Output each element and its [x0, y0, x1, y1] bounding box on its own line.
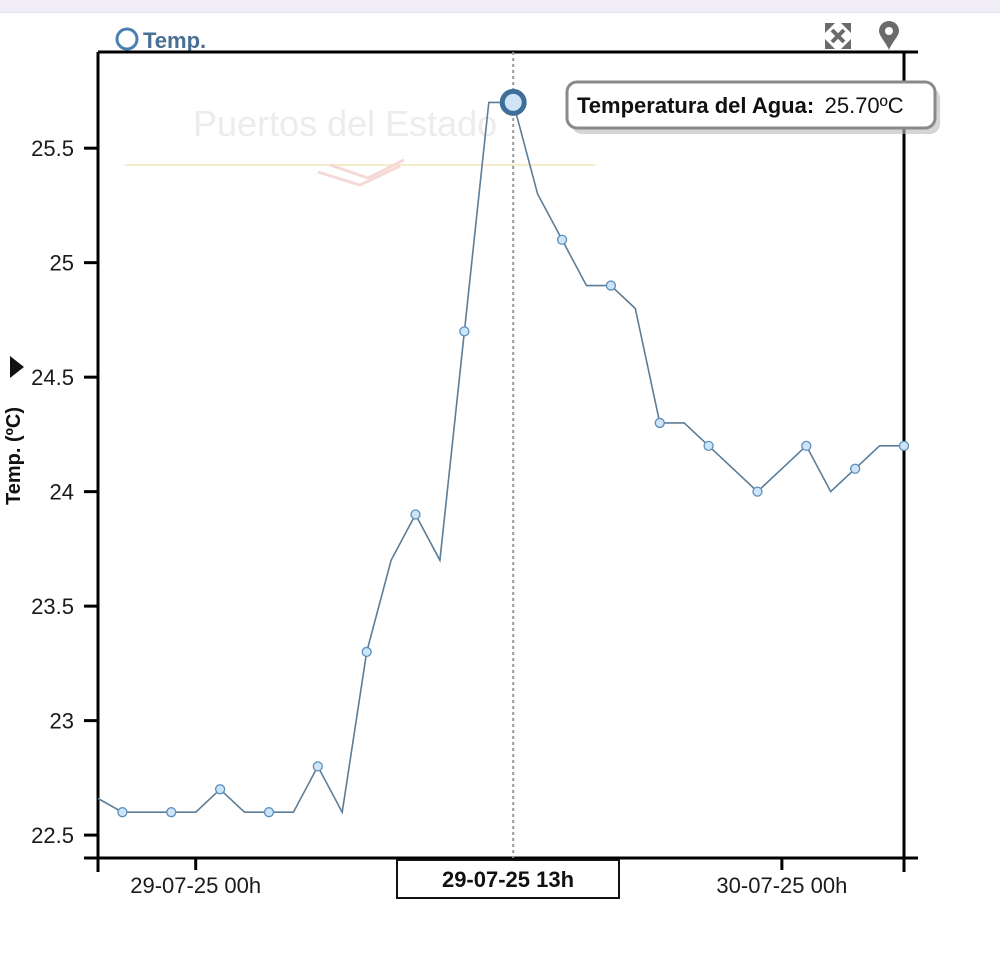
data-point[interactable]	[605, 280, 617, 291]
legend-marker-icon	[115, 27, 139, 51]
tooltip-value: 25.70ºC	[825, 93, 904, 118]
x-axis-ticks: 29-07-25 00h 30-07-25 00h	[130, 858, 847, 898]
data-point[interactable]	[850, 463, 861, 474]
data-point[interactable]	[801, 440, 812, 451]
data-point[interactable]	[703, 440, 714, 451]
legend-label: Temp.	[143, 28, 206, 53]
data-point[interactable]	[556, 234, 568, 245]
expand-arrows-icon[interactable]	[822, 20, 854, 52]
data-point[interactable]	[654, 417, 665, 429]
series-markers	[117, 88, 910, 818]
tooltip: Temperatura del Agua: 25.70ºC	[565, 80, 940, 134]
data-point[interactable]	[410, 509, 421, 520]
data-point[interactable]	[752, 486, 763, 497]
map-pin-icon[interactable]	[879, 21, 899, 50]
data-point[interactable]	[898, 440, 910, 451]
y-axis-title[interactable]: Temp. (ºC)	[3, 356, 25, 505]
svg-text:Temperatura del Agua: 25: Temperatura del Agua: 25.70ºC	[577, 93, 904, 118]
y-tick-label: 25	[50, 251, 74, 276]
plot-frame	[84, 50, 918, 872]
data-point[interactable]	[312, 761, 323, 772]
axis-toggle-arrow-icon[interactable]	[10, 356, 24, 378]
y-tick-label: 24.5	[31, 365, 74, 390]
data-point[interactable]	[361, 646, 372, 658]
data-point[interactable]	[166, 807, 177, 818]
y-axis-title-text: Temp. (ºC)	[3, 407, 25, 505]
data-point[interactable]	[459, 326, 470, 337]
data-point[interactable]	[117, 807, 128, 818]
tooltip-key: Temperatura del Agua:	[577, 93, 814, 118]
data-point[interactable]	[263, 807, 275, 818]
crosshair-x-label: 29-07-25 13h	[396, 859, 620, 899]
series-line	[97, 101, 904, 815]
y-tick-label: 25.5	[31, 136, 74, 161]
crosshair-x-label-text: 29-07-25 13h	[442, 867, 574, 892]
legend[interactable]: Temp.	[115, 27, 206, 53]
x-tick-label: 29-07-25 00h	[130, 873, 261, 898]
data-point[interactable]	[214, 784, 226, 795]
y-tick-label: 23	[50, 709, 74, 734]
watermark: Puertos del Estado	[125, 103, 595, 187]
y-tick-label: 24	[50, 480, 74, 505]
top-bar	[0, 0, 1000, 13]
y-tick-label: 22.5	[31, 823, 74, 848]
highlighted-data-point[interactable]	[499, 88, 527, 116]
y-tick-label: 23.5	[31, 594, 74, 619]
x-tick-label: 30-07-25 00h	[716, 873, 847, 898]
y-axis-ticks: 22.5 23 23.5 24 24.5 25 25.5	[31, 136, 98, 848]
watermark-text: Puertos del Estado	[193, 103, 497, 144]
